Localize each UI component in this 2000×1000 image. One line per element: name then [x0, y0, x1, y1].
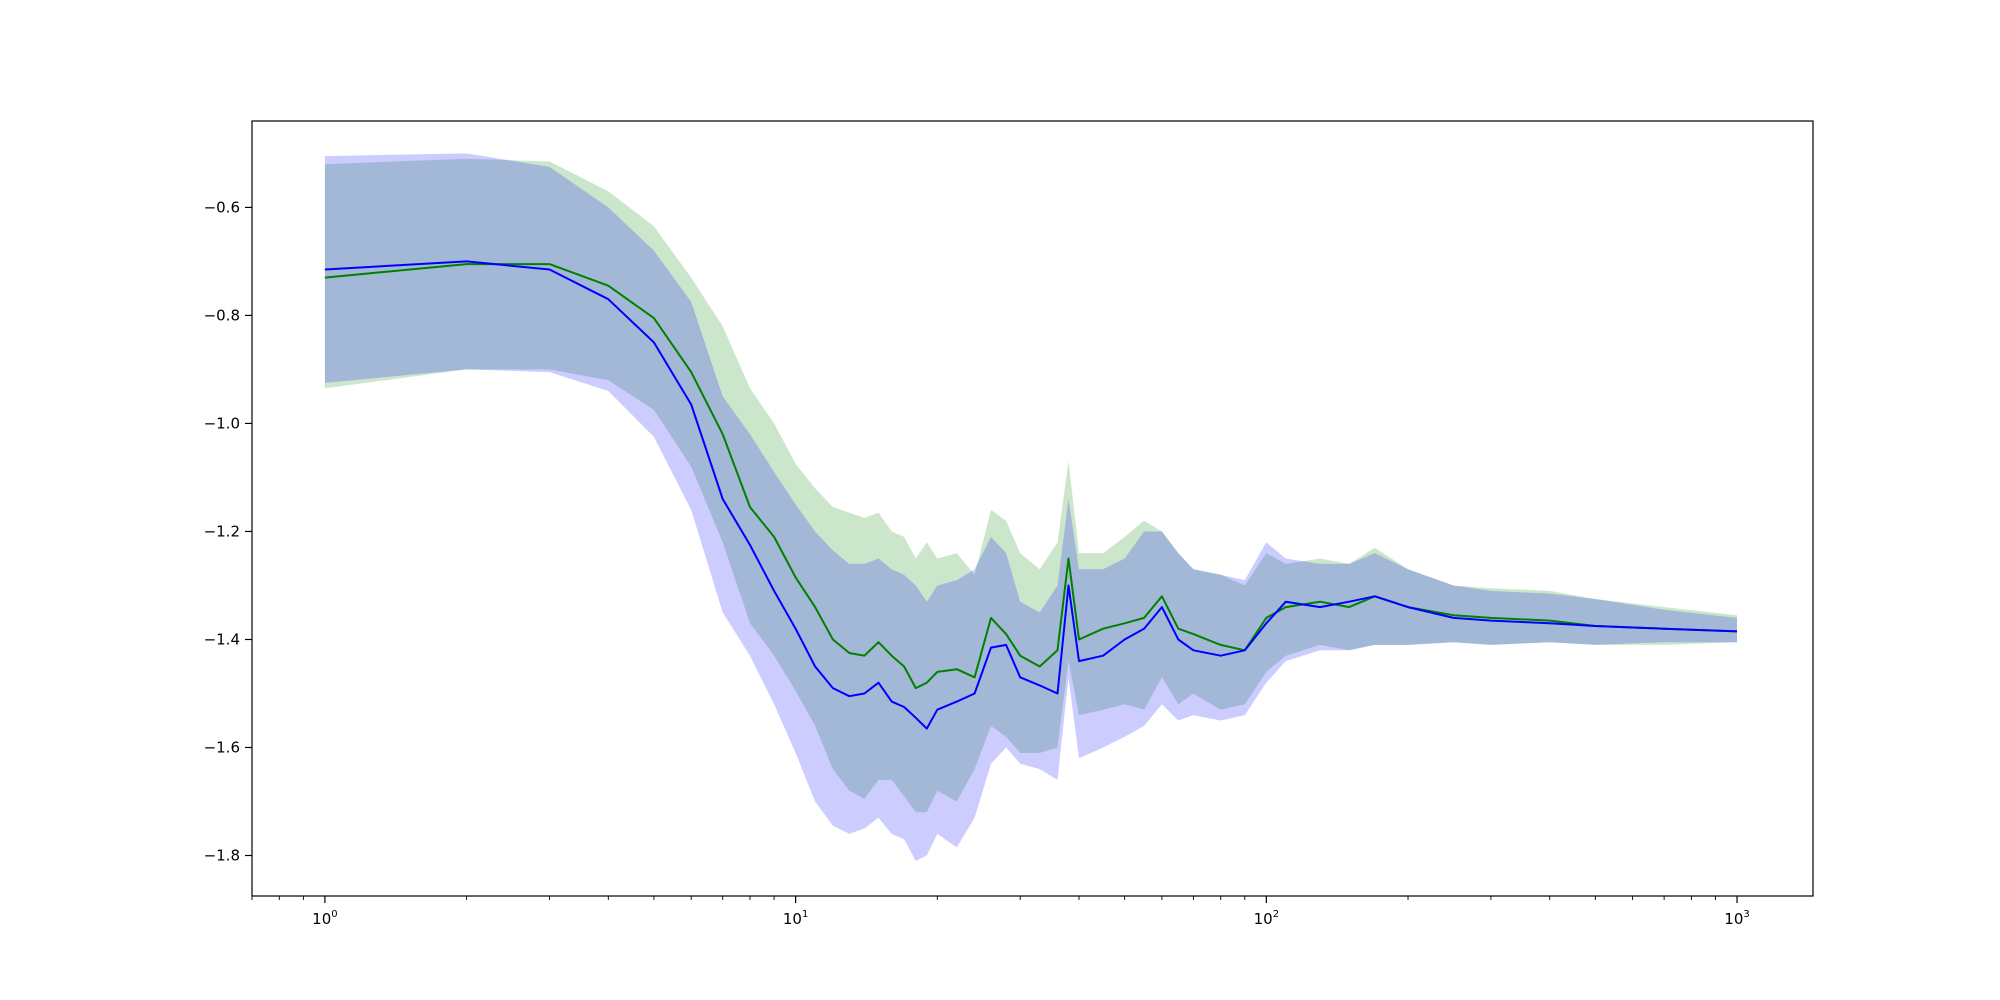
y-tick-label: −1.6	[204, 738, 240, 756]
green-confidence-band	[324, 158, 1737, 813]
y-tick-label: −1.0	[204, 414, 240, 432]
x-tick-label: 102	[1254, 909, 1279, 928]
y-tick-label: −1.4	[204, 630, 240, 648]
y-tick-label: −0.8	[204, 306, 240, 324]
x-tick-label: 103	[1724, 909, 1749, 928]
blue-confidence-band	[324, 153, 1737, 861]
y-tick-label: −1.8	[204, 846, 240, 864]
green-series-line	[324, 263, 1738, 690]
x-tick-label: 100	[312, 909, 337, 928]
y-axis: −0.6 −0.8 −1.0 −1.2 −1.4 −1.6 −1.8	[204, 198, 252, 864]
x-tick-label: 101	[783, 909, 808, 928]
y-tick-label: −1.2	[204, 522, 240, 540]
axes-frame	[251, 120, 1814, 897]
blue-series-line	[324, 260, 1738, 730]
series-lines	[324, 260, 1738, 730]
x-axis: 100 101 102 103	[251, 896, 1750, 928]
confidence-bands	[324, 153, 1737, 861]
y-tick-label: −0.6	[204, 198, 240, 216]
